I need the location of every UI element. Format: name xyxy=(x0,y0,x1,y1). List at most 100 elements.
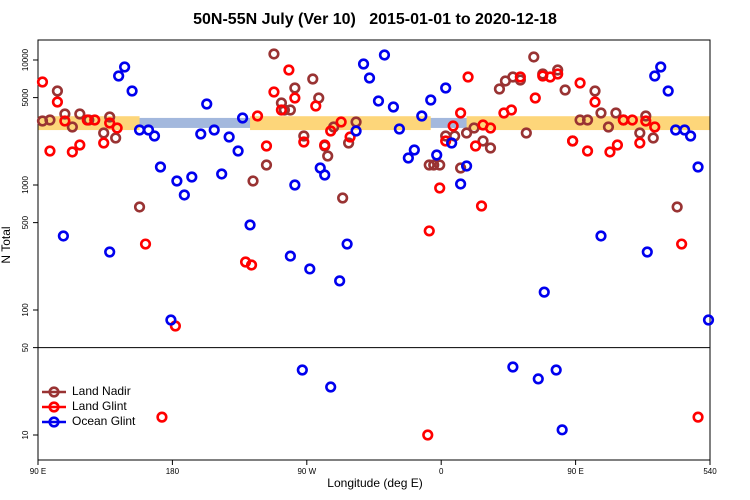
legend-marker xyxy=(48,416,60,428)
band xyxy=(250,116,431,131)
point xyxy=(260,140,273,152)
point xyxy=(425,94,437,106)
point xyxy=(247,175,259,187)
point xyxy=(244,219,256,231)
point xyxy=(626,114,638,126)
point xyxy=(692,161,704,173)
point xyxy=(434,182,446,194)
point xyxy=(469,140,482,152)
point xyxy=(416,110,428,122)
point xyxy=(298,136,310,148)
point xyxy=(640,110,652,122)
point xyxy=(178,189,190,201)
point xyxy=(428,159,440,171)
point xyxy=(434,159,446,171)
point xyxy=(455,107,467,119)
point xyxy=(702,314,715,326)
point xyxy=(208,124,220,136)
point xyxy=(484,122,497,134)
point xyxy=(343,137,355,149)
point xyxy=(310,100,322,112)
point xyxy=(431,149,443,161)
point xyxy=(460,127,473,139)
point xyxy=(126,85,138,97)
point xyxy=(51,96,64,108)
point xyxy=(514,71,526,83)
point xyxy=(423,225,435,237)
point xyxy=(589,85,601,97)
point xyxy=(335,116,347,128)
point xyxy=(595,230,607,242)
legend-label: Land Glint xyxy=(72,399,127,413)
point xyxy=(148,130,161,142)
point xyxy=(567,135,579,147)
point xyxy=(532,373,544,385)
point xyxy=(104,111,116,123)
point xyxy=(679,124,691,136)
point xyxy=(550,364,562,376)
point xyxy=(111,122,123,134)
point xyxy=(440,135,452,147)
point xyxy=(236,112,249,124)
x-tick-label: 540 xyxy=(703,467,717,476)
point xyxy=(402,152,414,164)
point xyxy=(455,162,467,174)
point xyxy=(357,58,370,70)
point xyxy=(98,127,110,139)
y-tick-label: 10000 xyxy=(21,48,30,71)
point xyxy=(104,117,116,129)
point xyxy=(251,110,264,122)
point xyxy=(363,72,376,84)
point xyxy=(649,121,661,133)
point xyxy=(676,238,688,250)
x-tick-label: 90 E xyxy=(30,467,46,476)
point xyxy=(142,124,155,136)
point xyxy=(283,64,295,76)
point xyxy=(529,92,541,104)
point xyxy=(139,238,152,250)
point xyxy=(245,259,258,271)
point xyxy=(574,77,586,89)
point xyxy=(186,171,198,183)
point xyxy=(110,132,122,144)
point xyxy=(74,108,86,120)
x-tick-label: 0 xyxy=(439,467,444,476)
point xyxy=(57,230,69,242)
x-tick-label: 180 xyxy=(166,467,180,476)
point xyxy=(460,160,473,172)
plot-frame xyxy=(37,39,711,461)
point xyxy=(387,101,400,113)
point xyxy=(505,104,517,116)
point xyxy=(284,104,296,116)
point xyxy=(344,131,356,143)
point xyxy=(59,108,71,120)
point xyxy=(232,145,244,157)
point xyxy=(692,411,704,423)
point xyxy=(133,201,146,213)
point xyxy=(455,178,467,190)
point xyxy=(89,114,101,126)
point xyxy=(113,70,125,82)
point xyxy=(447,120,459,132)
point xyxy=(334,275,346,287)
point xyxy=(649,70,661,82)
point xyxy=(319,139,331,151)
point xyxy=(634,137,646,149)
point xyxy=(604,146,616,158)
point xyxy=(296,364,308,376)
point xyxy=(350,125,362,137)
point xyxy=(284,250,296,262)
x-tick-label: 90 W xyxy=(297,467,316,476)
point xyxy=(647,132,659,144)
point xyxy=(528,51,540,63)
point xyxy=(581,114,594,126)
point xyxy=(156,411,168,423)
y-tick-label: 500 xyxy=(21,215,30,229)
point xyxy=(275,104,288,116)
point xyxy=(289,179,301,191)
point xyxy=(201,98,213,110)
y-tick-label: 100 xyxy=(21,303,30,317)
point xyxy=(341,238,353,250)
point xyxy=(684,130,697,142)
point xyxy=(493,83,506,95)
